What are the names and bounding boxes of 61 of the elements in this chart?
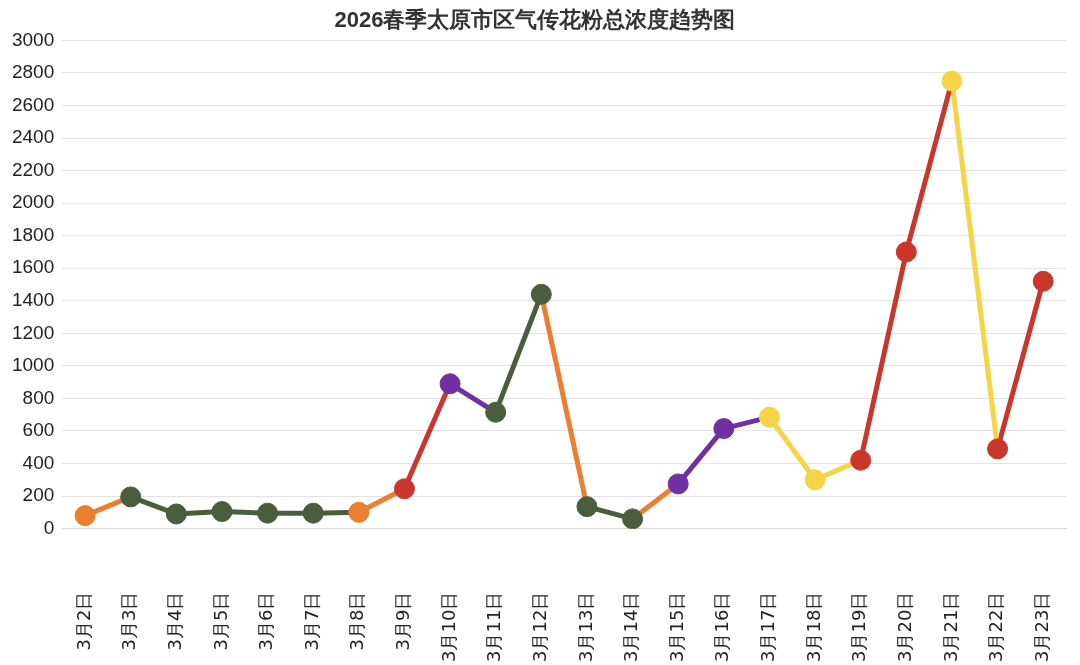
point [530, 283, 552, 305]
x-tick-label: 3月15日 [665, 591, 687, 662]
point [348, 501, 370, 523]
point [1032, 270, 1054, 292]
y-tick-label: 1800 [11, 223, 55, 245]
x-tick-label: 3月10日 [437, 591, 459, 662]
y-tick-label: 200 [22, 484, 55, 506]
x-tick-label: 3月13日 [574, 591, 596, 662]
y-tick-label: 1400 [11, 289, 55, 311]
point [713, 418, 735, 440]
y-tick-label: 2600 [11, 93, 55, 115]
y-tick-label: 1600 [11, 256, 55, 278]
point [257, 502, 279, 524]
y-tick-label: 2200 [11, 158, 55, 180]
x-tick-label: 3月2日 [72, 591, 94, 651]
y-tick-label: 3000 [11, 28, 55, 50]
x-tick-label: 3月4日 [164, 591, 185, 651]
point [74, 505, 96, 527]
point [485, 401, 507, 423]
x-tick-label: 3月11日 [483, 591, 505, 662]
y-tick-label: 0 [43, 516, 55, 538]
x-tick-label: 3月5日 [209, 591, 231, 651]
x-tick-label: 3月12日 [528, 591, 550, 662]
chart-title: 2026春季太原市区气传花粉总浓度趋势图 [334, 7, 736, 33]
x-tick-label: 3月19日 [848, 591, 870, 662]
x-tick-label: 3月20日 [893, 591, 915, 662]
x-tick-label: 3月21日 [939, 591, 961, 662]
x-tick-label: 3月23日 [1030, 591, 1052, 662]
x-tick-label: 3月22日 [985, 591, 1007, 662]
point [576, 496, 598, 518]
x-tick-label: 3月7日 [300, 591, 322, 651]
point [211, 501, 233, 523]
point [165, 503, 187, 525]
point [804, 469, 826, 491]
x-tick-label: 3月3日 [118, 591, 140, 651]
y-tick-label: 2800 [11, 61, 55, 83]
point [895, 241, 917, 263]
point [758, 406, 780, 428]
x-tick-label: 3月18日 [802, 591, 824, 662]
y-tick-label: 1000 [11, 354, 55, 376]
x-tick-label: 3月8日 [346, 591, 368, 651]
y-tick-label: 600 [22, 419, 55, 441]
y-tick-label: 2400 [11, 126, 55, 148]
y-tick-label: 1200 [11, 321, 55, 343]
point [850, 449, 872, 471]
x-tick-label: 3月16日 [711, 591, 733, 662]
point [941, 70, 963, 92]
point [987, 438, 1009, 460]
y-tick-label: 800 [22, 386, 55, 408]
y-tick-label: 400 [22, 451, 55, 473]
point [622, 508, 644, 529]
x-tick-label: 3月6日 [255, 591, 277, 651]
x-tick-label: 3月9日 [392, 591, 414, 651]
point [439, 373, 461, 395]
point [120, 486, 142, 508]
y-tick-label: 2000 [11, 191, 55, 213]
point [393, 478, 415, 500]
point [302, 502, 324, 524]
x-tick-label: 3月17日 [757, 591, 779, 662]
x-tick-label: 3月14日 [620, 591, 642, 662]
point [667, 473, 689, 495]
